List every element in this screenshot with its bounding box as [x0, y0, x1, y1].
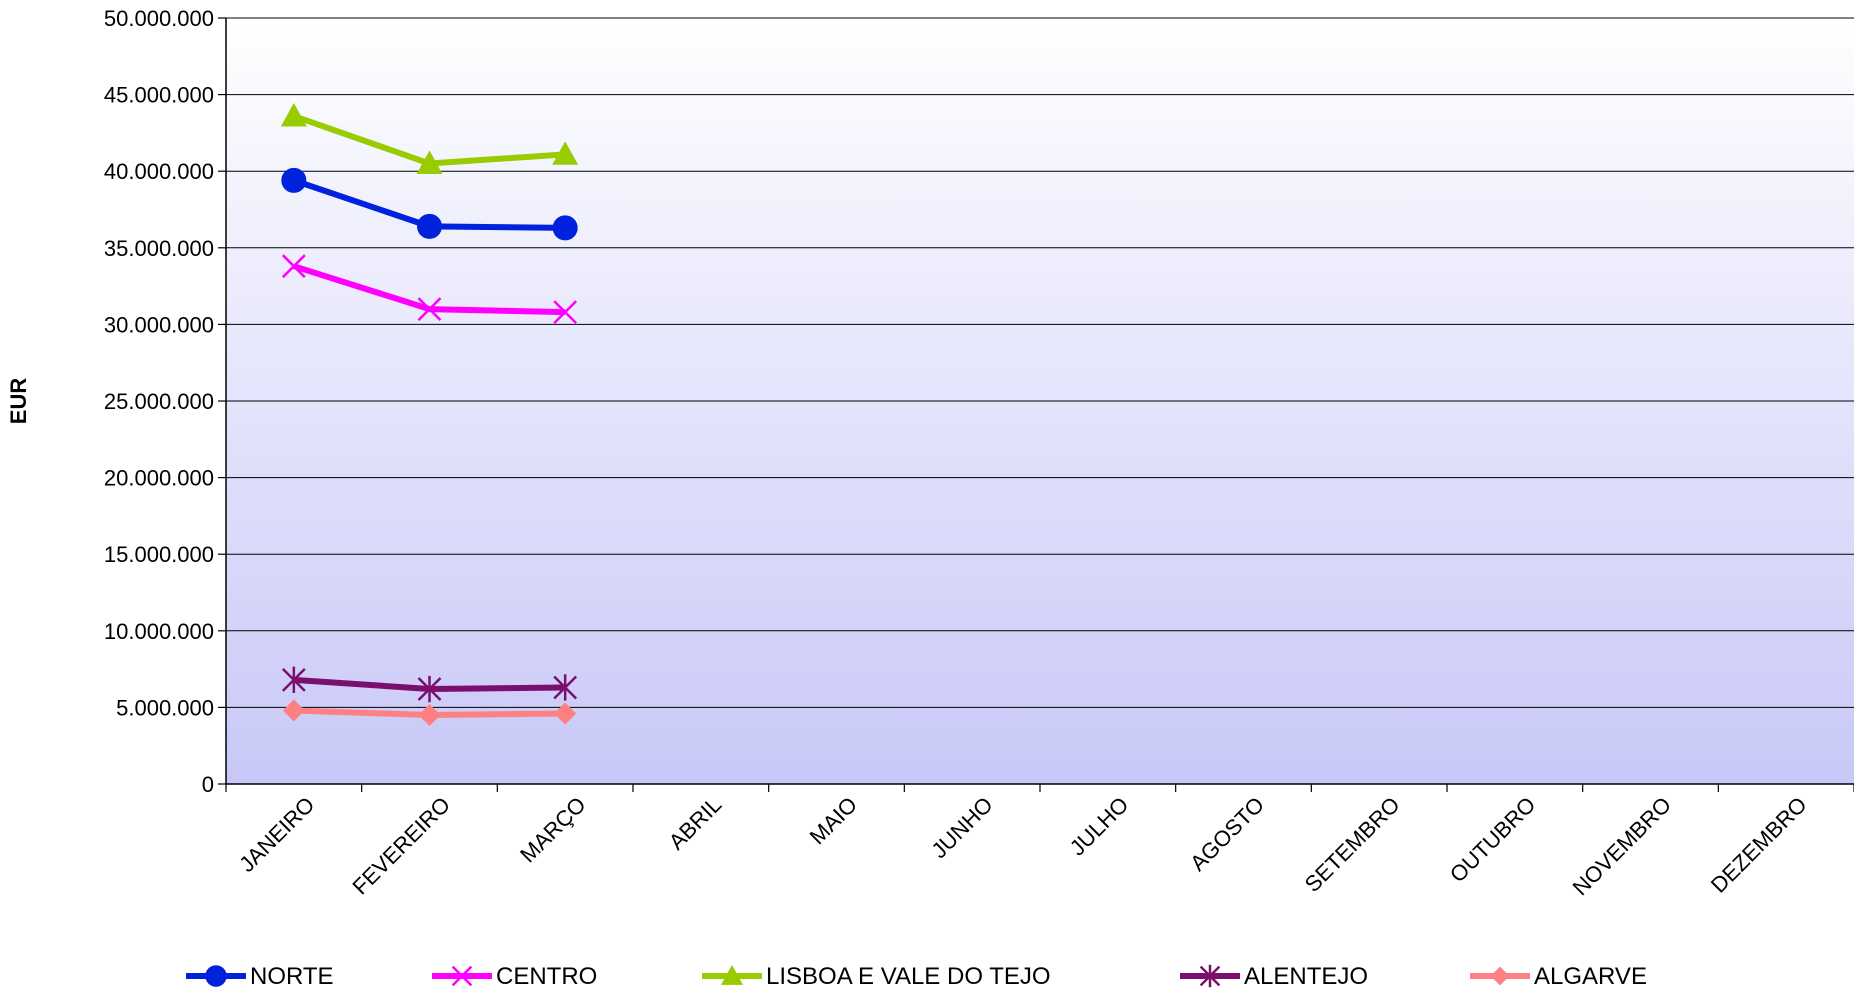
y-tick-label: 30.000.000 [104, 312, 214, 337]
x-tick-label: NOVEMBRO [1568, 792, 1676, 900]
legend-item: ALENTEJO [1180, 963, 1368, 990]
data-point-marker [416, 150, 443, 174]
y-tick-label: 5.000.000 [116, 695, 214, 720]
y-tick-label: 15.000.000 [104, 542, 214, 567]
data-point-marker [553, 674, 578, 701]
x-tick-label: FEVEREIRO [347, 792, 455, 900]
data-point-marker [720, 964, 744, 985]
legend-label: CENTRO [496, 963, 597, 990]
x-tick-label: AGOSTO [1185, 792, 1269, 876]
y-tick-label: 25.000.000 [104, 389, 214, 414]
data-point-marker [552, 215, 578, 241]
legend: NORTE CENTRO LISBOA E VALE DO TEJO ALENTEJO… [186, 963, 1647, 990]
series-centro [281, 254, 578, 325]
x-tick-label: DEZEMBRO [1706, 792, 1812, 898]
series-lisboa-e-vale-do-tejo [280, 103, 579, 174]
data-point-marker [281, 167, 307, 193]
y-tick-label: 10.000.000 [104, 619, 214, 644]
series-algarve [282, 699, 577, 727]
data-point-marker [281, 254, 306, 279]
y-tick-label: 0 [202, 772, 214, 797]
data-point-marker [281, 666, 306, 694]
x-tick-label: JULHO [1065, 792, 1134, 861]
data-point-marker [451, 965, 473, 987]
y-tick-label: 40.000.000 [104, 159, 214, 184]
data-point-marker [552, 141, 579, 165]
x-tick-label: JANEIRO [234, 792, 319, 877]
series-layer [280, 103, 579, 727]
data-point-marker [1490, 966, 1510, 986]
series-norte [281, 167, 578, 241]
axes [218, 17, 1854, 792]
legend-label: ALGARVE [1534, 963, 1647, 990]
y-tick-label: 20.000.000 [104, 466, 214, 491]
legend-label: NORTE [250, 963, 334, 990]
x-tick-label: OUTUBRO [1445, 792, 1540, 887]
gridlines [226, 17, 1854, 708]
data-point-marker [417, 213, 442, 239]
y-tick-labels: 0 5.000.000 10.000.000 15.000.000 20.000.000… [104, 6, 214, 797]
data-point-marker [280, 103, 307, 127]
y-tick-label: 50.000.000 [104, 6, 214, 31]
y-tick-label: 35.000.000 [104, 236, 214, 261]
legend-item: NORTE [186, 963, 334, 990]
x-tick-label: SETEMBRO [1300, 792, 1405, 897]
data-point-marker [553, 300, 578, 325]
data-point-marker [417, 675, 442, 703]
data-point-marker [205, 965, 227, 987]
legend-item: ALGARVE [1470, 963, 1647, 990]
legend-item: LISBOA E VALE DO TEJO [702, 963, 1051, 990]
x-tick-labels: JANEIRO FEVEREIRO MARÇO ABRIL MAIO JUNHO JULHO… [234, 792, 1811, 900]
data-point-marker [554, 702, 577, 725]
data-point-marker [282, 699, 305, 722]
legend-item: CENTRO [432, 963, 597, 990]
data-point-marker [1199, 964, 1221, 988]
y-axis-title: EUR [6, 378, 31, 425]
x-tick-label: MAIO [805, 792, 862, 849]
data-point-marker [418, 704, 441, 727]
series-alentejo [281, 666, 578, 703]
x-tick-label: JUNHO [926, 792, 997, 863]
legend-label: ALENTEJO [1244, 963, 1368, 990]
x-tick-label: ABRIL [664, 792, 727, 855]
data-point-marker [417, 297, 442, 321]
x-tick-label: MARÇO [515, 792, 591, 868]
legend-label: LISBOA E VALE DO TEJO [766, 963, 1051, 990]
y-tick-label: 45.000.000 [104, 83, 214, 108]
